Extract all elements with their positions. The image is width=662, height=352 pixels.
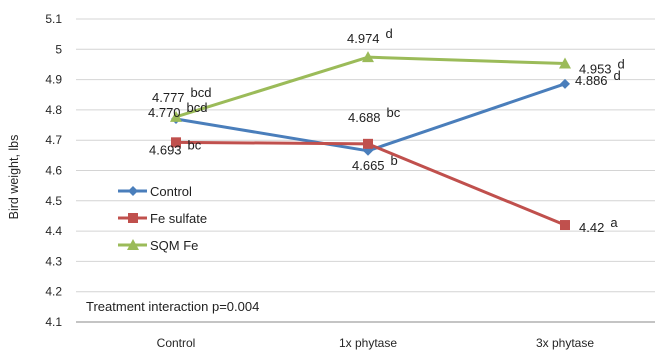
y-tick-label: 4.3 xyxy=(45,254,62,268)
y-tick-label: 5 xyxy=(55,42,62,56)
data-label: 4.886 d xyxy=(575,68,621,88)
y-tick-label: 4.2 xyxy=(45,285,62,299)
x-tick-label: 1x phytase xyxy=(339,336,397,350)
y-tick-label: 4.6 xyxy=(45,164,62,178)
treatment-annotation: Treatment interaction p=0.004 xyxy=(86,299,259,314)
triangle-marker xyxy=(362,51,374,63)
y-axis-label: Bird weight, lbs xyxy=(7,135,21,220)
y-tick-label: 4.1 xyxy=(45,315,62,329)
data-labels: 4.770 bcd 4.665 b 4.886 d 4.693 bc 4.688 bc 4.42 a 4… xyxy=(148,26,625,235)
data-label: 4.770 bcd xyxy=(148,100,208,120)
x-axis-ticks: Control 1x phytase 3x phytase xyxy=(157,336,595,350)
square-marker xyxy=(171,137,181,148)
triangle-marker xyxy=(559,57,571,69)
data-label: 4.693 bc xyxy=(149,137,202,157)
square-marker xyxy=(363,138,373,149)
y-tick-label: 5.1 xyxy=(45,12,62,26)
y-tick-label: 4.7 xyxy=(45,133,62,147)
legend-label: SQM Fe xyxy=(150,238,198,253)
legend: Control Fe sulfate SQM Fe xyxy=(118,184,207,253)
y-axis-ticks: 4.1 4.2 4.3 4.4 4.5 4.6 4.7 4.8 4.9 5 5.1 xyxy=(45,12,62,329)
y-tick-label: 4.8 xyxy=(45,103,62,117)
data-label: 4.953 d xyxy=(579,57,625,77)
data-label: 4.665 b xyxy=(352,153,398,173)
data-label: 4.777 bcd xyxy=(152,85,212,105)
diamond-marker xyxy=(560,78,570,89)
triangle-marker xyxy=(170,110,182,122)
series-line-sqm-fe xyxy=(175,55,566,119)
x-tick-label: Control xyxy=(157,336,196,350)
triangle-marker xyxy=(127,239,139,250)
data-label: 4.42 a xyxy=(579,215,618,235)
square-marker xyxy=(560,220,570,231)
square-marker xyxy=(128,213,138,223)
data-label: 4.974 d xyxy=(347,26,393,46)
data-label: 4.688 bc xyxy=(348,105,401,125)
legend-label: Fe sulfate xyxy=(150,211,207,226)
y-tick-label: 4.5 xyxy=(45,194,62,208)
legend-label: Control xyxy=(150,184,192,199)
diamond-marker xyxy=(128,186,138,196)
series-group xyxy=(170,51,571,231)
series-line-fe-sulfate xyxy=(175,140,566,227)
y-tick-label: 4.9 xyxy=(45,73,62,87)
y-tick-label: 4.4 xyxy=(45,224,62,238)
x-tick-label: 3x phytase xyxy=(536,336,594,350)
